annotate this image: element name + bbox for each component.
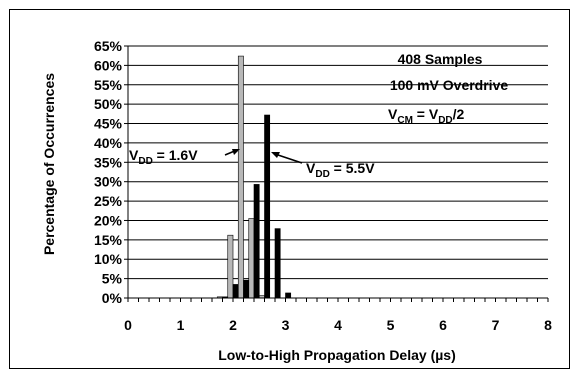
grid-lines	[128, 45, 548, 280]
y-tick-label: 10%	[94, 251, 123, 267]
y-tick-label: 55%	[94, 77, 123, 93]
annotation-samples: 408 Samples	[398, 51, 483, 67]
y-tick-label: 30%	[94, 174, 123, 190]
axes	[124, 45, 549, 302]
y-tick-label: 35%	[94, 154, 123, 170]
x-tick-label: 5	[387, 317, 395, 333]
chart-frame	[9, 9, 570, 369]
x-tick-label: 3	[282, 317, 290, 333]
arrowhead-vdd-high	[271, 152, 280, 158]
x-axis-label: Low-to-High Propagation Delay (µs)	[218, 347, 456, 363]
bar	[253, 184, 260, 299]
y-tick-labels: 0% 5% 10% 15% 20% 25% 30% 35% 40% 45% 50% 55% 60% 65%	[94, 38, 123, 306]
y-tick-label: 25%	[94, 193, 123, 209]
x-tick-label: 4	[334, 317, 342, 333]
x-tick-label: 6	[439, 317, 447, 333]
bar	[248, 218, 255, 299]
x-tick-label: 1	[177, 317, 185, 333]
annotation-overdrive: 100 mV Overdrive	[390, 77, 509, 93]
y-tick-label: 15%	[94, 232, 123, 248]
y-tick-label: 40%	[94, 135, 123, 151]
bars	[216, 55, 292, 299]
annotation-vdd-high: VDD = 5.5V	[306, 160, 375, 180]
y-tick-label: 20%	[94, 212, 123, 228]
x-tick-label: 8	[544, 317, 552, 333]
y-tick-label: 50%	[94, 96, 123, 112]
annotation-vdd-low: VDD = 1.6V	[129, 147, 198, 167]
x-tick-label: 7	[492, 317, 500, 333]
bar	[232, 284, 239, 299]
y-tick-label: 45%	[94, 116, 123, 132]
bar	[285, 292, 292, 299]
y-tick-label: 5%	[102, 271, 123, 287]
x-tick-labels: 0 1 2 3 4 5 6 7 8	[124, 317, 552, 333]
bar	[227, 234, 234, 299]
bar	[274, 228, 281, 299]
bar	[243, 279, 250, 299]
x-tick-label: 0	[124, 317, 132, 333]
arrowhead-vdd-low	[232, 149, 240, 155]
y-axis-label: Percentage of Occurrences	[41, 73, 57, 255]
y-tick-label: 60%	[94, 57, 123, 73]
arrow-vdd-high	[274, 153, 303, 164]
bar	[264, 114, 271, 299]
annotation-vcm: VCM = VDD/2	[388, 106, 465, 126]
bar	[237, 55, 244, 299]
y-tick-label: 0%	[102, 290, 123, 306]
y-tick-label: 65%	[94, 38, 123, 54]
x-tick-label: 2	[229, 317, 237, 333]
